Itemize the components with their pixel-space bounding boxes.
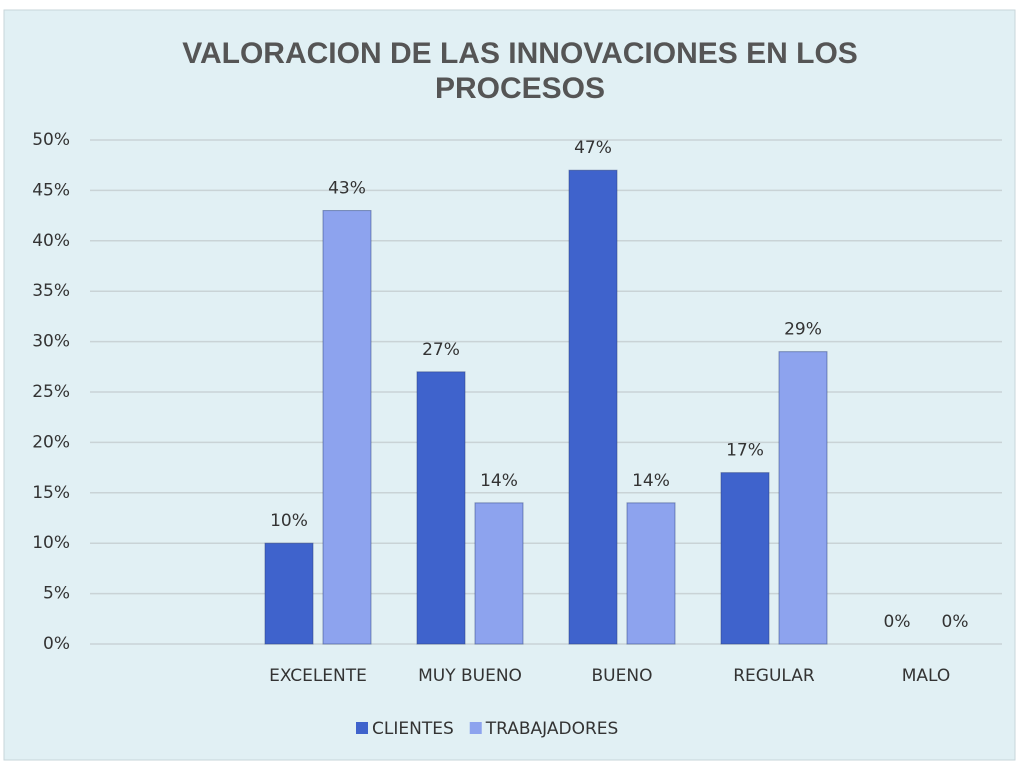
y-tick-label: 50% (32, 130, 70, 150)
value-label: 10% (270, 511, 308, 531)
y-tick-label: 10% (32, 533, 70, 553)
legend-swatch (356, 722, 368, 734)
value-label: 17% (726, 441, 764, 461)
value-label: 43% (328, 179, 366, 199)
x-tick-label: BUENO (592, 666, 653, 686)
y-tick-label: 5% (43, 584, 70, 604)
x-tick-label: MALO (902, 666, 951, 686)
bar (626, 502, 676, 645)
y-tick-label: 45% (32, 180, 70, 200)
x-tick-label: REGULAR (733, 666, 815, 686)
y-tick-label: 20% (32, 432, 70, 452)
chart-background (3, 9, 1016, 761)
chart-title: VALORACION DE LAS INNOVACIONES EN LOS (182, 37, 858, 70)
value-label: 29% (784, 320, 822, 340)
y-tick-label: 30% (32, 332, 70, 352)
legend-label: CLIENTES (372, 719, 454, 739)
value-label: 14% (632, 471, 670, 491)
y-tick-label: 25% (32, 382, 70, 402)
bar (568, 169, 618, 645)
value-label: 0% (884, 612, 911, 632)
bar (264, 542, 314, 645)
value-label: 47% (574, 138, 612, 158)
value-label: 0% (942, 612, 969, 632)
bar (474, 502, 524, 645)
legend-swatch (469, 722, 482, 734)
x-tick-label: EXCELENTE (269, 666, 367, 686)
bar (720, 472, 770, 645)
y-tick-label: 15% (32, 483, 70, 503)
legend-label: TRABAJADORES (485, 719, 619, 739)
bar (322, 210, 372, 645)
y-tick-label: 35% (32, 281, 70, 301)
y-tick-label: 40% (32, 231, 70, 251)
bar (778, 351, 828, 645)
x-tick-label: MUY BUENO (418, 666, 522, 686)
value-label: 27% (422, 340, 460, 360)
chart-title: PROCESOS (435, 72, 605, 105)
bar (416, 371, 466, 645)
value-label: 14% (480, 471, 518, 491)
y-tick-label: 0% (43, 634, 70, 654)
